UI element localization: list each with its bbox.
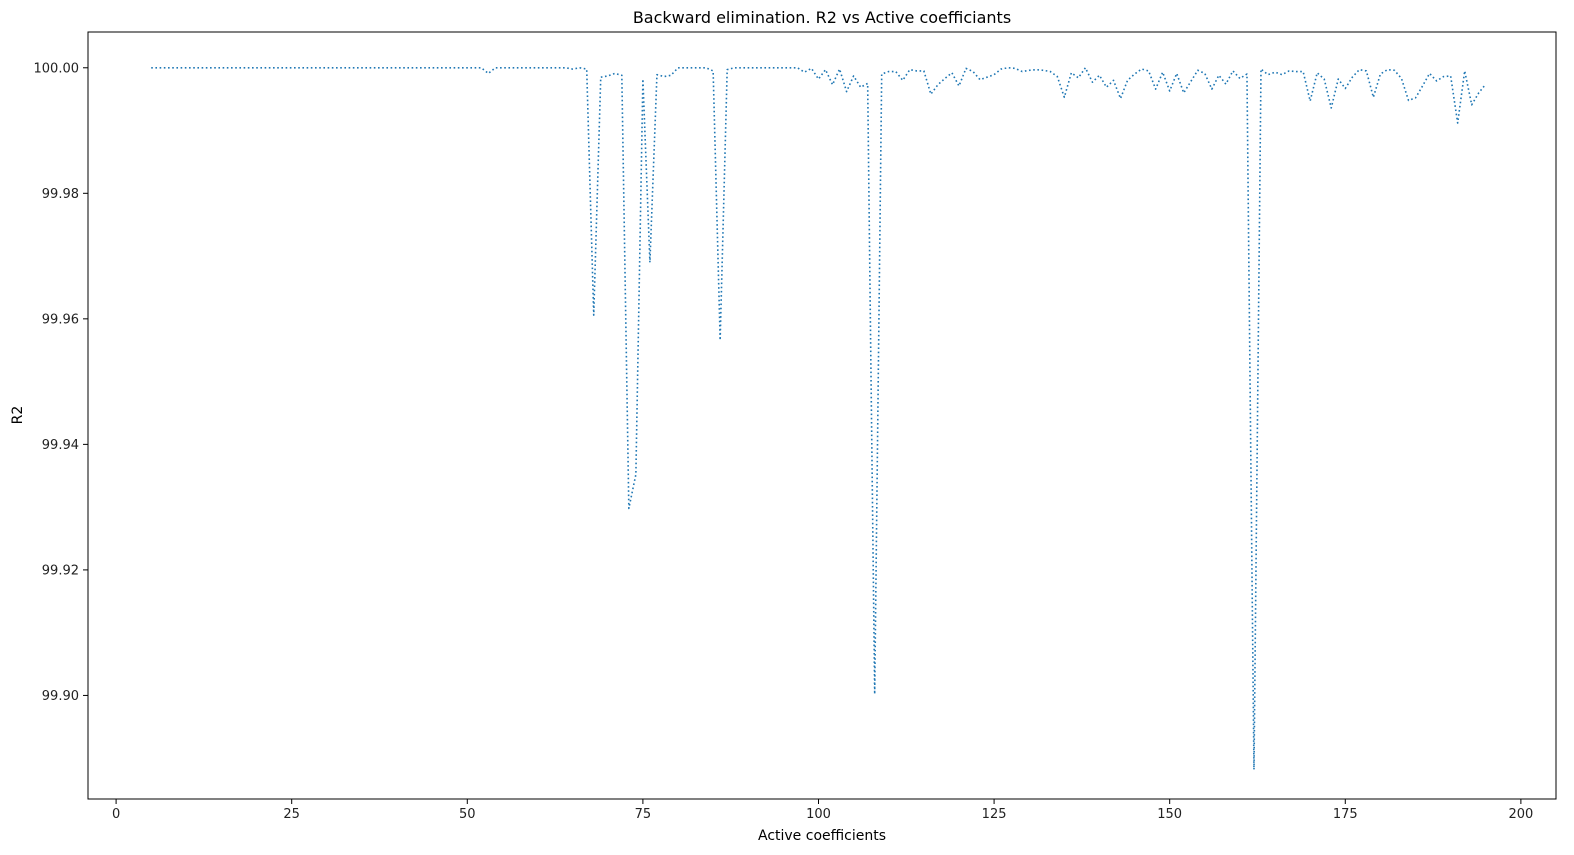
x-tick-label: 100 [806, 807, 831, 822]
y-tick-label: 100.00 [34, 61, 80, 76]
x-tick-label: 200 [1508, 807, 1533, 822]
chart-title: Backward elimination. R2 vs Active coeff… [633, 8, 1011, 27]
x-tick-label: 125 [982, 807, 1007, 822]
axes-frame [87, 31, 1557, 800]
x-tick-label: 150 [1157, 807, 1182, 822]
y-axis-ticks: 99.90 99.92 99.94 99.96 99.98 100.00 [34, 61, 88, 704]
y-tick-label: 99.92 [42, 563, 79, 578]
y-tick-label: 99.98 [42, 187, 79, 202]
x-tick-label: 50 [459, 807, 476, 822]
x-axis-ticks: 0 25 50 75 100 125 150 175 200 [112, 799, 1533, 822]
x-tick-label: 0 [112, 807, 120, 822]
x-tick-label: 75 [635, 807, 652, 822]
x-tick-label: 25 [283, 807, 300, 822]
x-tick-label: 175 [1333, 807, 1358, 822]
y-axis-label: R2 [10, 406, 26, 425]
y-tick-label: 99.90 [42, 689, 79, 704]
x-axis-label: Active coefficients [758, 828, 886, 844]
y-tick-label: 99.96 [42, 312, 79, 327]
y-tick-label: 99.94 [42, 438, 79, 453]
